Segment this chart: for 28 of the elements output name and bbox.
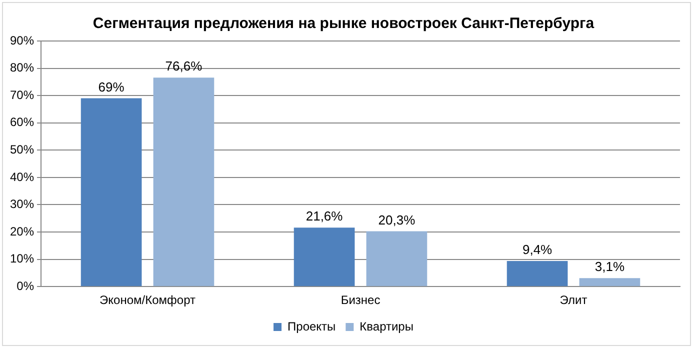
legend-label: Квартиры bbox=[360, 319, 414, 334]
y-tick-label: 20% bbox=[10, 224, 34, 238]
y-tick-label: 80% bbox=[10, 60, 34, 75]
y-tick-label: 10% bbox=[10, 252, 34, 266]
bar bbox=[366, 231, 428, 286]
x-tick-label: Бизнес bbox=[340, 293, 380, 308]
data-label: 76,6% bbox=[165, 58, 203, 74]
legend-label: Проекты bbox=[288, 319, 336, 334]
y-tick-label: 90% bbox=[10, 33, 34, 48]
y-tick-label: 70% bbox=[10, 88, 34, 102]
data-label: 9,4% bbox=[522, 242, 553, 258]
x-tick-label: Элит bbox=[560, 293, 588, 308]
y-tick-label: 60% bbox=[10, 115, 34, 130]
y-tick-label: 40% bbox=[10, 170, 34, 184]
x-tick-label: Эконом/Комфорт bbox=[100, 293, 196, 308]
data-label: 20,3% bbox=[378, 212, 416, 228]
y-tick-label: 50% bbox=[10, 142, 34, 156]
bar bbox=[80, 98, 142, 286]
data-label: 3,1% bbox=[594, 259, 625, 274]
y-tick-label: 30% bbox=[10, 197, 34, 212]
bar bbox=[294, 228, 355, 286]
bar bbox=[153, 78, 214, 286]
chart-title: Сегментация предложения на рынке новостроек Санкт-Петербурга bbox=[92, 15, 595, 32]
y-tick-label: 0% bbox=[16, 278, 34, 293]
bar bbox=[506, 260, 568, 286]
bar bbox=[579, 278, 640, 286]
data-label: 21,6% bbox=[306, 208, 344, 224]
data-label: 69% bbox=[98, 79, 125, 94]
